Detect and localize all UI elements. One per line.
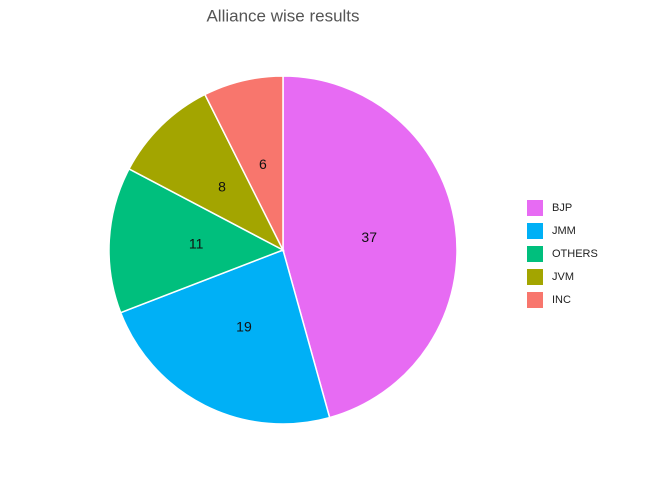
value-label: 37 (361, 229, 377, 245)
legend-label: JMM (552, 225, 576, 237)
pie-slice (108, 167, 285, 314)
legend-label: OTHERS (552, 248, 598, 260)
legend-swatch (527, 200, 543, 216)
pie-slice (128, 93, 285, 252)
legend-swatch (527, 246, 543, 262)
legend-swatch (527, 223, 543, 239)
pie-slice (203, 75, 284, 251)
pie-slice (282, 75, 458, 419)
legend-swatch (527, 292, 543, 308)
legend-label: BJP (552, 202, 572, 214)
value-label: 19 (236, 318, 252, 334)
pie-slice (119, 249, 331, 425)
value-label: 11 (189, 236, 204, 252)
legend-label: INC (552, 294, 571, 306)
value-label: 8 (218, 179, 226, 195)
legend-swatch (527, 269, 543, 285)
pie: 37 19 11 8 6 (108, 75, 458, 425)
value-label: 6 (259, 156, 267, 172)
legend: BJP JMM OTHERS JVM INC (527, 200, 598, 308)
legend-label: JVM (552, 271, 574, 283)
chart-title: Alliance wise results (206, 6, 359, 25)
